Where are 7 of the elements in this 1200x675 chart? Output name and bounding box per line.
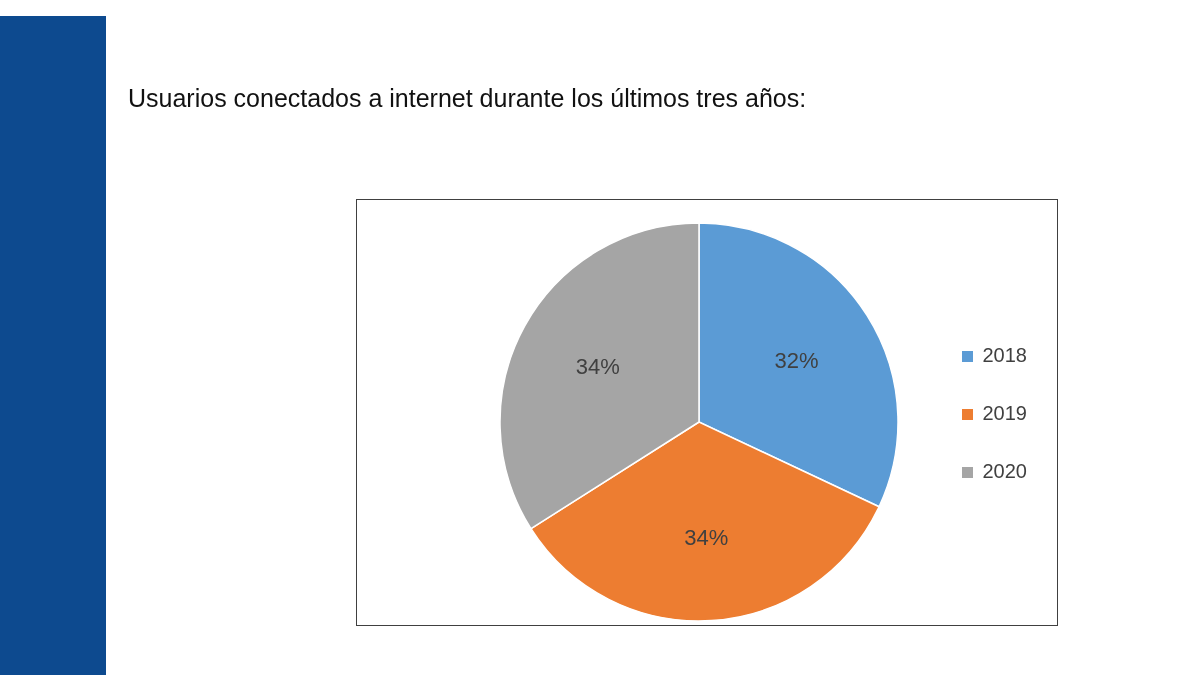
data-label: 34% [684, 524, 729, 550]
legend-label: 2018 [982, 343, 1027, 366]
data-label: 34% [575, 353, 620, 379]
legend-label: 2019 [982, 401, 1027, 424]
legend-label: 2020 [982, 459, 1027, 482]
chart-title: Usuarios conectados a internet durante los últimos tres años: [128, 84, 807, 113]
data-label: 32% [774, 347, 819, 373]
